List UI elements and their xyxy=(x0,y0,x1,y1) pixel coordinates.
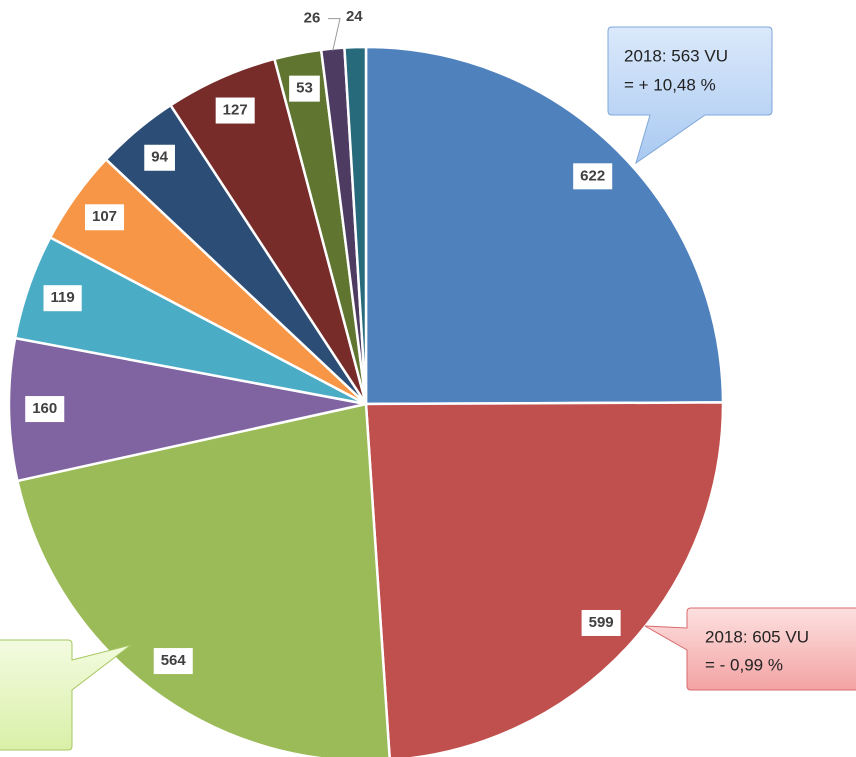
data-label: 564 xyxy=(161,652,187,669)
data-label: 94 xyxy=(151,149,168,166)
data-label-box xyxy=(289,75,320,102)
data-label: 622 xyxy=(580,167,605,184)
callout-text: 2018: 605 VU xyxy=(705,627,809,646)
pie-slice xyxy=(343,45,368,405)
data-label-box xyxy=(85,204,125,231)
data-label: 24 xyxy=(346,8,363,25)
pie-slice xyxy=(364,45,725,406)
data-label-box xyxy=(215,97,255,124)
data-label-box xyxy=(573,163,613,190)
data-label-box xyxy=(25,396,65,423)
callout xyxy=(607,26,773,165)
data-label: 26 xyxy=(304,10,321,27)
leader-line xyxy=(327,18,341,51)
pie-slice xyxy=(364,401,725,757)
data-label: 599 xyxy=(589,614,614,631)
callout xyxy=(0,639,132,751)
data-label: 119 xyxy=(51,289,75,306)
data-label-box xyxy=(153,648,193,675)
data-label: 160 xyxy=(32,400,57,417)
callout-text: = + 10,48 % xyxy=(624,75,716,94)
data-label-box xyxy=(144,144,175,171)
data-label: 53 xyxy=(296,80,313,97)
callout-text: 2018: 563 VU xyxy=(624,46,728,65)
data-label-box xyxy=(43,285,82,312)
data-label: 127 xyxy=(223,102,248,119)
pie-slice xyxy=(15,402,391,757)
callout-text: = - 0,99 % xyxy=(705,655,783,674)
callout xyxy=(644,607,856,691)
data-label: 107 xyxy=(92,208,117,225)
pie-slice xyxy=(7,336,367,483)
data-label-box xyxy=(581,609,621,636)
